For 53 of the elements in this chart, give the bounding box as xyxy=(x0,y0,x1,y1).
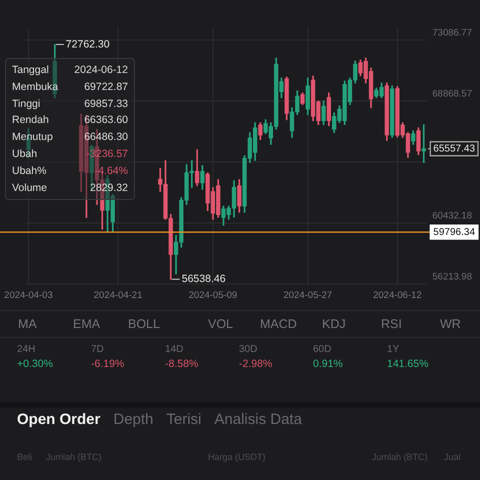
text: 60D xyxy=(313,344,332,355)
annotation: Tinggi xyxy=(12,96,40,112)
y-tick-label: 73086.77 xyxy=(432,27,472,38)
text: 14D xyxy=(165,344,184,355)
x-tick-label: 2024-04-21 xyxy=(94,290,142,301)
x-tick-label: 2024-05-27 xyxy=(283,290,332,301)
y-tick-label: 56213.98 xyxy=(432,272,472,283)
text: BOLL xyxy=(128,317,160,331)
annotation: Tanggal xyxy=(12,63,49,78)
text: RSI xyxy=(381,317,402,331)
text: Terisi xyxy=(166,411,202,428)
annotation: Ubah xyxy=(12,146,38,162)
text: Depth xyxy=(113,411,154,428)
text: MA xyxy=(18,317,37,331)
text: -6.19% xyxy=(91,358,126,370)
text: -8.58% xyxy=(165,358,200,370)
text: WR xyxy=(440,317,461,331)
annotation: 56538.46 xyxy=(182,273,226,286)
text: 141.65% xyxy=(387,358,430,370)
x-tick-label: 2024-04-03 xyxy=(4,290,53,301)
annotation: 66363.60 xyxy=(84,113,128,128)
annotation: 2829.32 xyxy=(90,180,128,196)
annotation: 69722.87 xyxy=(84,80,128,95)
text: MACD xyxy=(260,317,297,331)
text: Analisis Data xyxy=(214,411,302,428)
text: Open Order xyxy=(17,411,100,428)
text: 24H xyxy=(17,344,36,355)
annotation: 66486.30 xyxy=(84,130,128,146)
annotation: 72762.30 xyxy=(66,38,110,50)
y-tick-label: 68868.57 xyxy=(432,88,472,100)
text: VOL xyxy=(208,317,234,331)
annotation: -4.64% xyxy=(94,164,128,179)
ref-line-label: 65557.43 xyxy=(433,143,476,154)
annotation: Membuka xyxy=(12,80,58,95)
annotation: Rendah xyxy=(12,113,49,128)
text: 30D xyxy=(239,344,258,355)
ref-line-label: 59796.34 xyxy=(433,226,476,238)
text: +0.30% xyxy=(17,358,54,370)
x-tick-label: 2024-06-12 xyxy=(373,290,422,301)
x-tick-label: 2024-05-09 xyxy=(188,290,238,301)
annotation: 69857.33 xyxy=(84,96,128,112)
text: 1Y xyxy=(387,344,400,355)
text: -2.98% xyxy=(239,358,274,370)
text: KDJ xyxy=(322,317,346,331)
text: 7D xyxy=(91,344,105,355)
annotation: 2024-06-12 xyxy=(74,63,128,78)
annotation: Ubah% xyxy=(12,164,46,179)
annotation: Menutup xyxy=(12,130,53,146)
y-tick-label: 60432.18 xyxy=(432,210,472,222)
text: EMA xyxy=(73,317,100,331)
annotation: Volume xyxy=(12,180,48,196)
annotation: -3236.57 xyxy=(86,146,128,162)
text: 0.91% xyxy=(313,358,344,370)
